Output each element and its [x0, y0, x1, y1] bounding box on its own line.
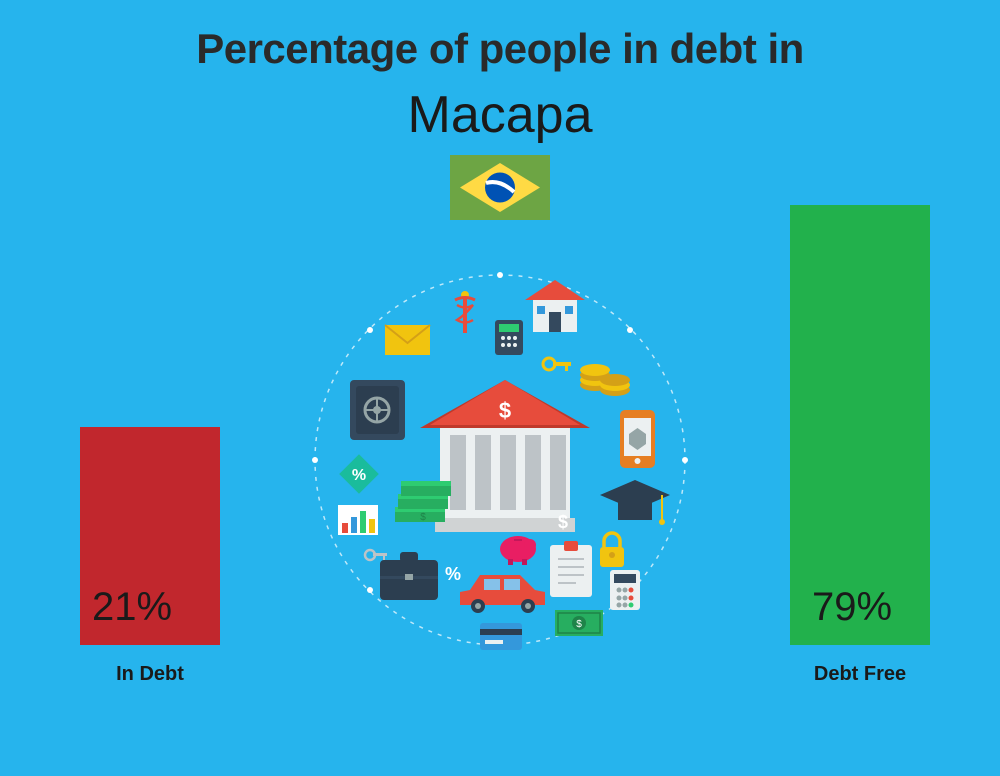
svg-text:$: $ [558, 512, 568, 532]
bar-in-debt: 21% In Debt [80, 427, 220, 686]
bar-rect: 79% [790, 205, 930, 645]
title-city: Macapa [0, 85, 1000, 145]
bar-rect: 21% [80, 427, 220, 645]
bar-label: In Debt [80, 663, 220, 686]
svg-text:%: % [352, 467, 366, 484]
svg-text:%: % [445, 564, 461, 584]
brazil-flag-icon [450, 155, 550, 220]
svg-text:$: $ [576, 619, 582, 630]
finance-graphic-icon: $ % $ [300, 260, 700, 660]
bar-value: 79% [812, 585, 892, 630]
svg-text:$: $ [420, 512, 426, 523]
bar-debt-free: 79% Debt Free [790, 205, 930, 686]
bar-label: Debt Free [790, 663, 930, 686]
title-main: Percentage of people in debt in [0, 25, 1000, 73]
svg-text:$: $ [499, 398, 511, 423]
bar-value: 21% [92, 585, 172, 630]
